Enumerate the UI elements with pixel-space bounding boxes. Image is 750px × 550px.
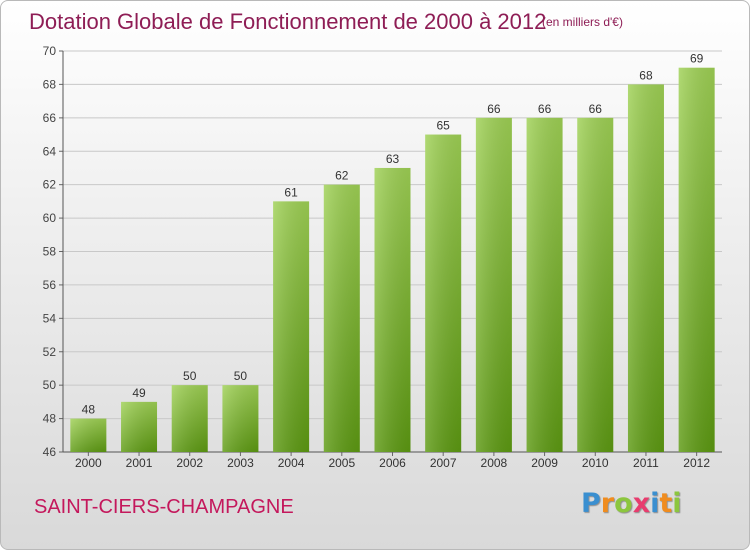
data-label: 61 — [284, 185, 298, 199]
bar-shade-2006 — [374, 167, 411, 453]
x-tick-label: 2009 — [531, 456, 558, 470]
data-label: 65 — [437, 119, 451, 133]
x-tick-label: 2001 — [126, 456, 153, 470]
bar-shade-2010 — [577, 117, 614, 452]
data-label: 66 — [487, 102, 501, 116]
x-tick-label: 2006 — [379, 456, 406, 470]
data-label: 49 — [132, 386, 146, 400]
y-tick-label: 58 — [43, 245, 57, 259]
y-tick-label: 52 — [43, 345, 57, 359]
chart-unit: (en milliers d'€) — [542, 15, 623, 29]
bar-shade-2001 — [121, 401, 158, 452]
bar-shade-2011 — [627, 84, 664, 453]
logo-letter: i — [650, 488, 660, 519]
x-tick-label: 2008 — [481, 456, 508, 470]
x-tick-label: 2011 — [633, 456, 659, 470]
data-label: 50 — [183, 369, 197, 383]
y-tick-label: 64 — [43, 144, 57, 158]
chart-title: Dotation Globale de Fonctionnement de 20… — [29, 9, 547, 34]
logo-letter: r — [600, 488, 615, 519]
bar-shade-2008 — [475, 117, 512, 452]
bar-shade-2000 — [70, 418, 107, 452]
y-tick-label: 68 — [43, 77, 57, 91]
data-label: 50 — [234, 369, 248, 383]
x-tick-label: 2002 — [176, 456, 203, 470]
x-tick-label: 2004 — [278, 456, 305, 470]
y-tick-label: 60 — [43, 211, 57, 225]
x-tick-label: 2003 — [227, 456, 254, 470]
data-label: 68 — [639, 68, 653, 82]
y-tick-label: 62 — [43, 178, 57, 192]
y-tick-label: 46 — [43, 445, 57, 459]
logo-letter: t — [659, 488, 673, 519]
bar-shade-2012 — [678, 67, 715, 452]
x-tick-label: 2000 — [75, 456, 102, 470]
y-tick-label: 54 — [43, 311, 57, 325]
bar-shade-2007 — [425, 134, 462, 452]
y-tick-label: 48 — [43, 412, 57, 426]
proxiti-logo[interactable]: Proxiti — [581, 488, 682, 519]
logo-letter: o — [614, 488, 633, 519]
logo-letter: P — [581, 488, 601, 519]
x-tick-label: 2012 — [683, 456, 710, 470]
bar-shade-2004 — [273, 201, 310, 452]
x-tick-label: 2005 — [328, 456, 355, 470]
logo-letter: i — [672, 488, 682, 519]
data-label: 69 — [690, 52, 704, 66]
x-tick-label: 2010 — [582, 456, 609, 470]
data-label: 63 — [386, 152, 400, 166]
data-label: 48 — [82, 403, 96, 417]
commune-name: SAINT-CIERS-CHAMPAGNE — [34, 496, 294, 518]
bar-shade-2003 — [222, 385, 259, 452]
bar-shade-2002 — [171, 385, 208, 452]
y-tick-label: 56 — [43, 278, 57, 292]
data-label: 66 — [538, 102, 552, 116]
y-tick-label: 50 — [43, 378, 57, 392]
bar-shade-2009 — [526, 117, 563, 452]
bar-layer — [70, 67, 715, 453]
label-layer: 48 2000 49 2001 50 2002 50 2003 61 2004 62 2005 63 20… — [75, 52, 710, 470]
y-tick-label: 70 — [43, 44, 57, 58]
data-label: 62 — [335, 169, 349, 183]
y-tick-label: 66 — [43, 111, 57, 125]
x-tick-label: 2007 — [430, 456, 457, 470]
logo-letter: x — [632, 488, 651, 519]
bar-shade-2005 — [323, 184, 360, 452]
data-label: 66 — [589, 102, 603, 116]
